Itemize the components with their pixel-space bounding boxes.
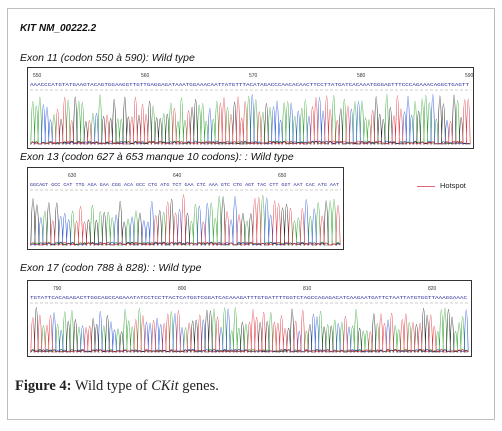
- trace-T: [30, 194, 341, 246]
- tick-label: 820: [428, 286, 437, 292]
- gene-title: KIT NM_00222.2: [20, 23, 97, 34]
- hotspot-legend-line: [417, 185, 435, 187]
- tick-label: 640: [173, 173, 182, 179]
- figure-caption: Figure 4: Wild type of CKit genes.: [15, 378, 219, 395]
- tick-label: 810: [303, 286, 312, 292]
- tick-label: 590: [465, 73, 473, 79]
- hotspot-legend-label: Hotspot: [440, 181, 466, 190]
- exon-11-label: Exon 11 (codon 550 à 590): Wild type: [20, 52, 195, 64]
- hotspot-legend: Hotspot: [417, 181, 466, 190]
- tick-label: 560: [141, 73, 150, 79]
- exon-13-label: Exon 13 (codon 627 à 653 manque 10 codon…: [20, 151, 294, 163]
- caption-text-before: Wild type of: [71, 378, 152, 394]
- caption-prefix: Figure 4:: [15, 378, 72, 394]
- tick-label: 570: [249, 73, 258, 79]
- tick-label: 800: [178, 286, 187, 292]
- tick-label: 650: [278, 173, 287, 179]
- base-sequence: TGTATTCACAGAGACTTGGCAGCCAGAAATATCCTCCTTA…: [30, 295, 467, 301]
- figure-frame: [7, 8, 495, 420]
- caption-text-after: genes.: [178, 378, 219, 394]
- base-sequence: GGCAGT GCC CAT TTG AGA GAA CGG ACA GCC C…: [30, 182, 339, 188]
- exon-17-chromatogram: 790 800 810 820 TGTATTCACAGAGACTTGGCAGCCAGAA…: [27, 280, 472, 357]
- exon-11-chromatogram: 550 560 570 580 590 AAACCCATGTATGAAGTACAGTGGA…: [27, 67, 474, 149]
- trace-T: [30, 309, 469, 353]
- trace-G: [30, 307, 469, 353]
- tick-label: 790: [53, 286, 62, 292]
- tick-label: 550: [33, 73, 42, 79]
- trace-T: [30, 95, 471, 145]
- caption-gene: CKit: [151, 378, 179, 394]
- trace-G: [30, 196, 341, 246]
- tick-label: 580: [357, 73, 366, 79]
- tick-label: 630: [68, 173, 77, 179]
- exon-13-chromatogram: 630 640 650 GGCAGT GCC CAT TTG AGA GAA CGG …: [27, 167, 344, 250]
- base-sequence: AAACCCATGTATGAAGTACAGTGGAAGGTTGTTGAGGAGA…: [30, 82, 469, 88]
- trace-A: [30, 94, 471, 145]
- exon-17-label: Exon 17 (codon 788 à 828): : Wild type: [20, 262, 202, 274]
